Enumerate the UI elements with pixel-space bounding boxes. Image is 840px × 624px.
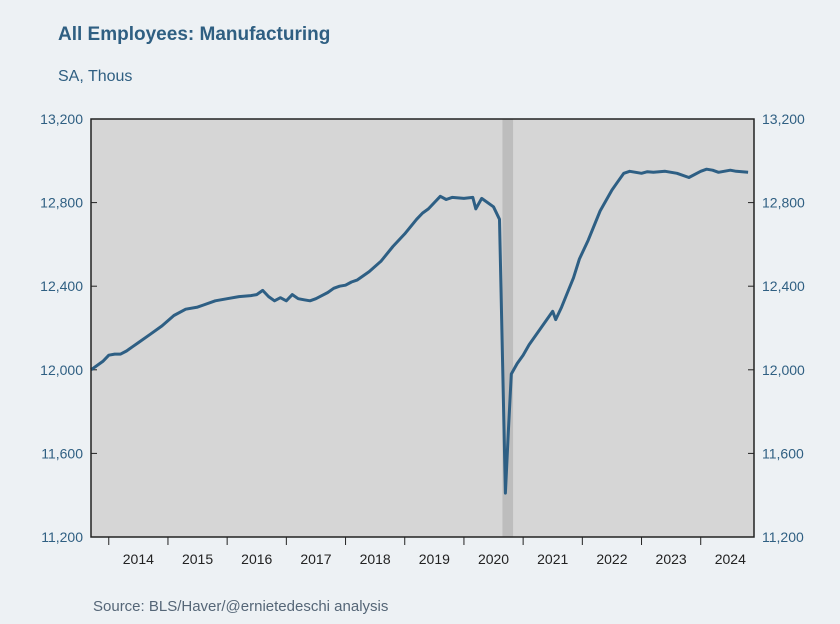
x-tick-label: 2014 — [123, 551, 154, 567]
x-tick-label: 2022 — [596, 551, 627, 567]
x-tick-label: 2024 — [715, 551, 746, 567]
y-tick-label-left: 11,600 — [41, 445, 83, 461]
plot-border — [90, 118, 755, 538]
y-tick-label-right: 11,600 — [762, 445, 804, 461]
x-tick-label: 2019 — [419, 551, 450, 567]
source-note: Source: BLS/Haver/@ernietedeschi analysi… — [93, 598, 389, 615]
y-tick-label-left: 11,200 — [41, 529, 83, 545]
x-tick-label: 2017 — [300, 551, 331, 567]
x-tick-label: 2015 — [182, 551, 213, 567]
chart-title: All Employees: Manufacturing — [58, 24, 331, 45]
y-tick-label-right: 11,200 — [762, 529, 804, 545]
axis-ticks: 11,200 11,200 11,600 11,600 12,000 12,000 12,4… — [40, 111, 805, 567]
chart-subtitle: SA, Thous — [58, 68, 133, 85]
plot-area — [91, 119, 754, 537]
y-tick-label-left: 12,000 — [40, 362, 83, 378]
x-tick-label: 2018 — [360, 551, 391, 567]
x-tick-label: 2020 — [478, 551, 509, 567]
recession-shade — [502, 119, 514, 537]
y-tick-label-right: 12,400 — [762, 278, 805, 294]
y-tick-label-right: 13,200 — [762, 111, 805, 127]
x-tick-label: 2016 — [241, 551, 272, 567]
y-tick-label-left: 12,800 — [40, 195, 83, 211]
series-line — [90, 167, 749, 495]
y-tick-label-right: 12,000 — [762, 362, 805, 378]
x-tick-label: 2023 — [656, 551, 687, 567]
y-tick-label-left: 12,400 — [40, 278, 83, 294]
x-tick-label: 2021 — [537, 551, 568, 567]
y-tick-label-left: 13,200 — [40, 111, 83, 127]
y-tick-label-right: 12,800 — [762, 195, 805, 211]
